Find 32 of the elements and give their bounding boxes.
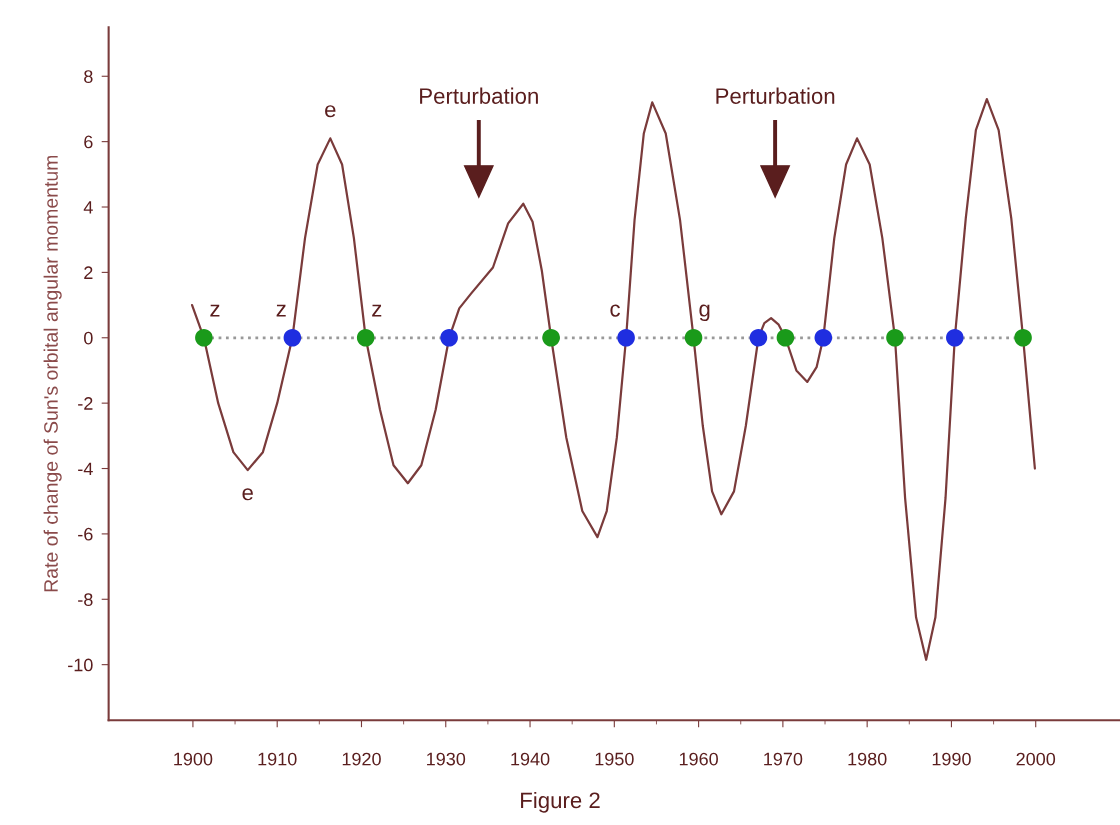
x-tick-label: 1960 [679,752,718,766]
annotation: z [276,304,286,317]
annotation: e [242,488,253,501]
y-tick-label: 0 [84,331,93,345]
y-tick-label: -8 [78,593,93,606]
y-tick-label: 4 [83,201,93,214]
x-tick-label: 1930 [427,752,466,766]
y-axis-title: Rate of change of Sun's orbital angular momentum [43,155,62,592]
x-tick-label: 1910 [258,752,297,766]
annotation: Perturbation [716,87,835,104]
y-tick-label: -2 [78,397,93,410]
annotation: g [699,304,710,322]
x-tick-label: 1940 [511,752,550,766]
x-tick-label: 1970 [764,752,803,766]
x-tick-label: 1950 [595,752,634,766]
caption: Figure 2 [521,791,600,813]
y-tick-label: 8 [84,70,93,83]
x-tick-label: 1920 [342,752,381,766]
y-tick-label: -4 [78,462,93,476]
annotation: z [372,304,382,317]
x-tick-label: 2000 [1016,752,1056,766]
x-tick-label: 1900 [174,752,213,766]
x-tick-label: 1980 [848,752,887,766]
y-tick-label: 2 [84,266,93,279]
annotation: c [610,304,620,317]
x-tick-label: 1990 [932,752,971,766]
y-tick-label: 6 [84,135,93,149]
y-tick-label: -6 [78,527,93,541]
annotation: Perturbation [420,87,538,104]
y-tick-label: -10 [68,658,93,672]
annotation: z [210,304,220,317]
annotation: e [325,105,336,118]
